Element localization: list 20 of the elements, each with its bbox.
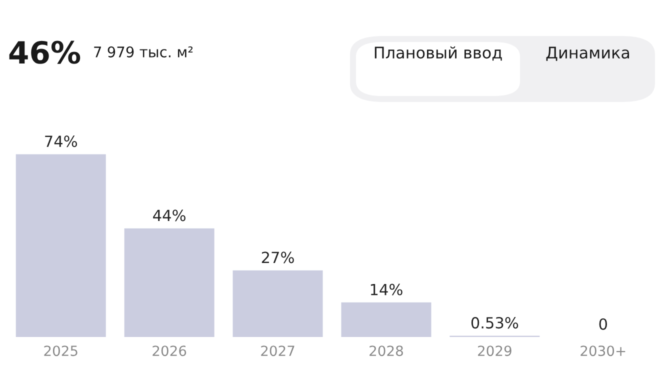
chart-subtitle: 7 979 тыс. м²: [94, 46, 193, 58]
chart-title: 46%: [9, 40, 80, 64]
data-label: 74%: [45, 136, 77, 148]
text: Динамика: [546, 46, 630, 61]
data-label: 44%: [153, 210, 186, 222]
text: Плановый ввод: [374, 46, 502, 61]
bar: [16, 154, 106, 337]
x-tick-label: 2028: [370, 346, 403, 356]
x-tick-label: 2026: [152, 346, 186, 356]
bar: [341, 302, 432, 337]
bar: [124, 228, 214, 337]
data-label: 0.53%: [471, 317, 518, 329]
x-tick-label: 2025: [44, 346, 78, 356]
x-tick-label: 2027: [261, 346, 294, 356]
data-label: 14%: [370, 284, 402, 296]
x-tick-label: 2030+: [580, 346, 626, 356]
x-tick-label: 2029: [478, 346, 512, 356]
data-label: 27%: [262, 252, 294, 264]
data-label: 0: [599, 318, 607, 330]
bar: [232, 270, 323, 337]
